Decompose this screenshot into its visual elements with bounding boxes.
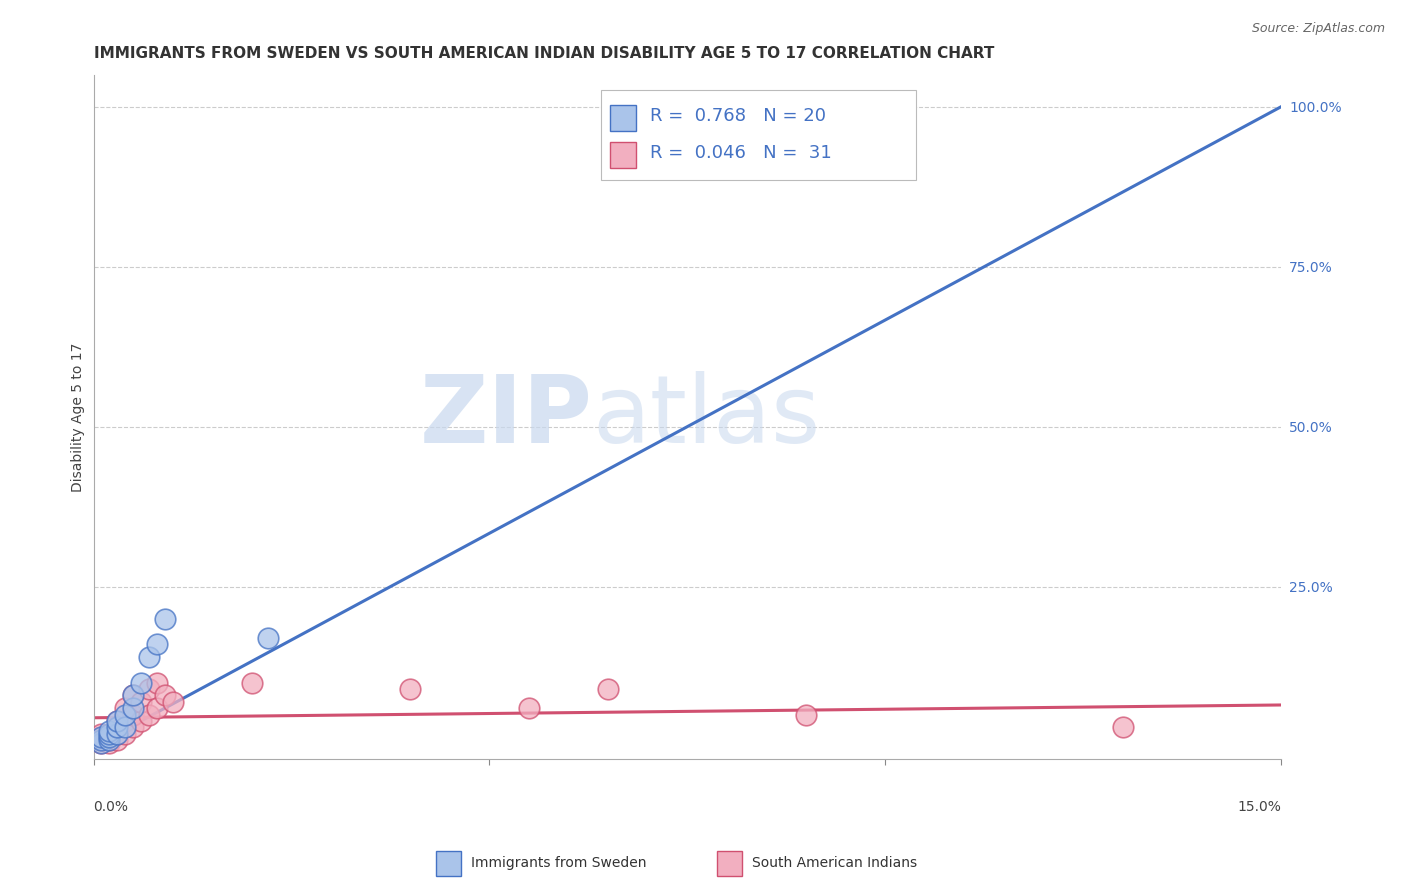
- Point: [256, 631, 278, 645]
- Point: [596, 681, 619, 696]
- Point: [90, 736, 112, 750]
- Point: [90, 730, 112, 744]
- Text: ZIP: ZIP: [419, 371, 592, 463]
- Point: [153, 612, 176, 626]
- Point: [98, 733, 121, 747]
- Point: [794, 707, 817, 722]
- Point: [105, 720, 128, 734]
- Text: Source: ZipAtlas.com: Source: ZipAtlas.com: [1251, 22, 1385, 36]
- Point: [146, 637, 169, 651]
- Text: IMMIGRANTS FROM SWEDEN VS SOUTH AMERICAN INDIAN DISABILITY AGE 5 TO 17 CORRELATI: IMMIGRANTS FROM SWEDEN VS SOUTH AMERICAN…: [94, 46, 994, 62]
- Point: [114, 720, 136, 734]
- Point: [240, 675, 263, 690]
- Point: [114, 701, 136, 715]
- Point: [755, 112, 778, 127]
- Point: [90, 736, 112, 750]
- Text: R =  0.768   N = 20: R = 0.768 N = 20: [651, 107, 827, 125]
- Point: [98, 727, 121, 741]
- Point: [122, 707, 145, 722]
- Point: [399, 681, 422, 696]
- Point: [129, 675, 152, 690]
- Point: [146, 701, 169, 715]
- Point: [129, 695, 152, 709]
- Point: [98, 736, 121, 750]
- Point: [105, 720, 128, 734]
- Point: [114, 707, 136, 722]
- Point: [90, 730, 112, 744]
- Point: [122, 689, 145, 703]
- Point: [114, 727, 136, 741]
- Point: [146, 675, 169, 690]
- Point: [153, 689, 176, 703]
- Point: [90, 727, 112, 741]
- Text: R =  0.046   N =  31: R = 0.046 N = 31: [651, 144, 832, 161]
- FancyBboxPatch shape: [610, 142, 636, 168]
- Point: [1111, 720, 1133, 734]
- Y-axis label: Disability Age 5 to 17: Disability Age 5 to 17: [72, 343, 86, 491]
- Text: 15.0%: 15.0%: [1237, 800, 1281, 814]
- Point: [122, 701, 145, 715]
- Point: [105, 714, 128, 728]
- Point: [138, 681, 160, 696]
- Point: [122, 689, 145, 703]
- Point: [122, 720, 145, 734]
- Point: [90, 733, 112, 747]
- Point: [105, 714, 128, 728]
- Point: [129, 714, 152, 728]
- Text: 0.0%: 0.0%: [94, 800, 128, 814]
- Point: [90, 733, 112, 747]
- Point: [138, 650, 160, 665]
- Text: Immigrants from Sweden: Immigrants from Sweden: [471, 856, 647, 871]
- Point: [138, 707, 160, 722]
- Point: [105, 727, 128, 741]
- FancyBboxPatch shape: [600, 90, 917, 179]
- Text: South American Indians: South American Indians: [752, 856, 917, 871]
- Text: atlas: atlas: [592, 371, 821, 463]
- Point: [98, 727, 121, 741]
- Point: [98, 723, 121, 738]
- Point: [517, 701, 540, 715]
- Point: [105, 733, 128, 747]
- Point: [105, 727, 128, 741]
- FancyBboxPatch shape: [610, 105, 636, 131]
- Point: [98, 733, 121, 747]
- Point: [98, 730, 121, 744]
- Point: [114, 714, 136, 728]
- Point: [162, 695, 184, 709]
